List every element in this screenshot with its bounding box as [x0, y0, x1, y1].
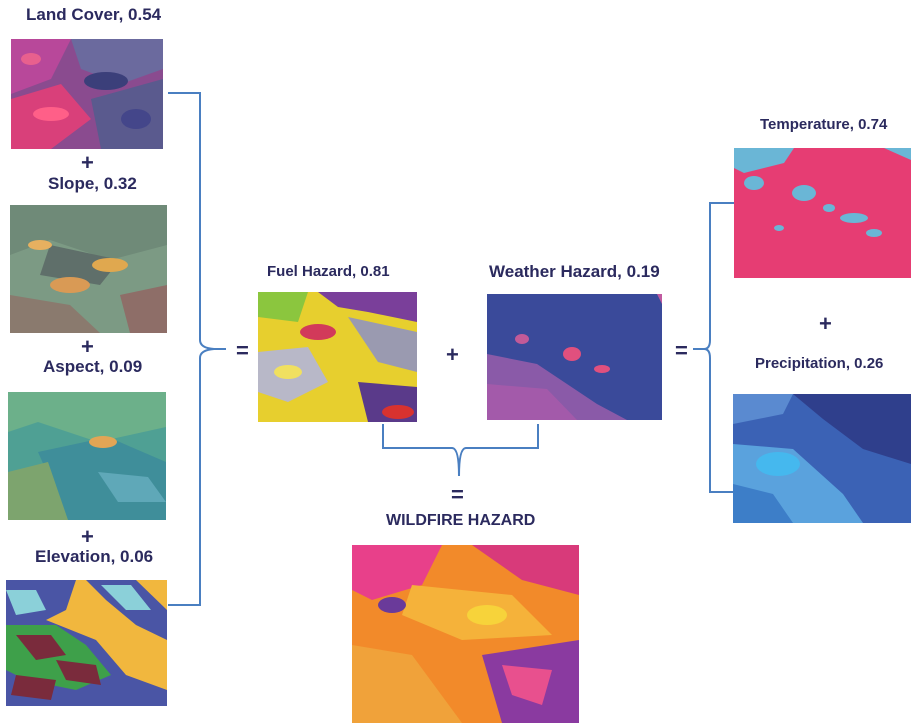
aspect-label: Aspect, 0.09 [43, 357, 143, 376]
precipitation-label: Precipitation, 0.26 [755, 355, 884, 372]
equals-operator: = [675, 338, 688, 363]
plus-operator: + [446, 342, 459, 367]
wildfire-hazard-label: WILDFIRE HAZARD [386, 512, 536, 529]
precipitation-map [733, 394, 911, 523]
fuel-hazard-label: Fuel Hazard, 0.81 [267, 263, 390, 280]
slope-label: Slope, 0.32 [48, 174, 137, 193]
plus-operator: + [81, 334, 94, 359]
aspect-map [8, 392, 166, 520]
weather-hazard-map [487, 294, 662, 420]
bottom-brace [382, 424, 539, 477]
elevation-label: Elevation, 0.06 [35, 547, 154, 566]
equals-operator: = [451, 482, 464, 507]
equals-operator: = [236, 338, 249, 363]
plus-operator: + [81, 524, 94, 549]
plus-operator: + [81, 150, 94, 175]
elevation-map [6, 580, 167, 706]
right-brace [693, 202, 735, 493]
wildfire-hazard-map [352, 545, 579, 723]
slope-map [10, 205, 167, 333]
weather-hazard-label: Weather Hazard, 0.19 [489, 262, 660, 281]
temperature-label: Temperature, 0.74 [760, 116, 888, 133]
left-brace [168, 92, 226, 606]
land-cover-label: Land Cover, 0.54 [26, 5, 162, 24]
temperature-map [734, 148, 911, 278]
land-cover-map [11, 39, 163, 149]
fuel-hazard-map [258, 292, 417, 422]
plus-operator: + [819, 311, 832, 336]
